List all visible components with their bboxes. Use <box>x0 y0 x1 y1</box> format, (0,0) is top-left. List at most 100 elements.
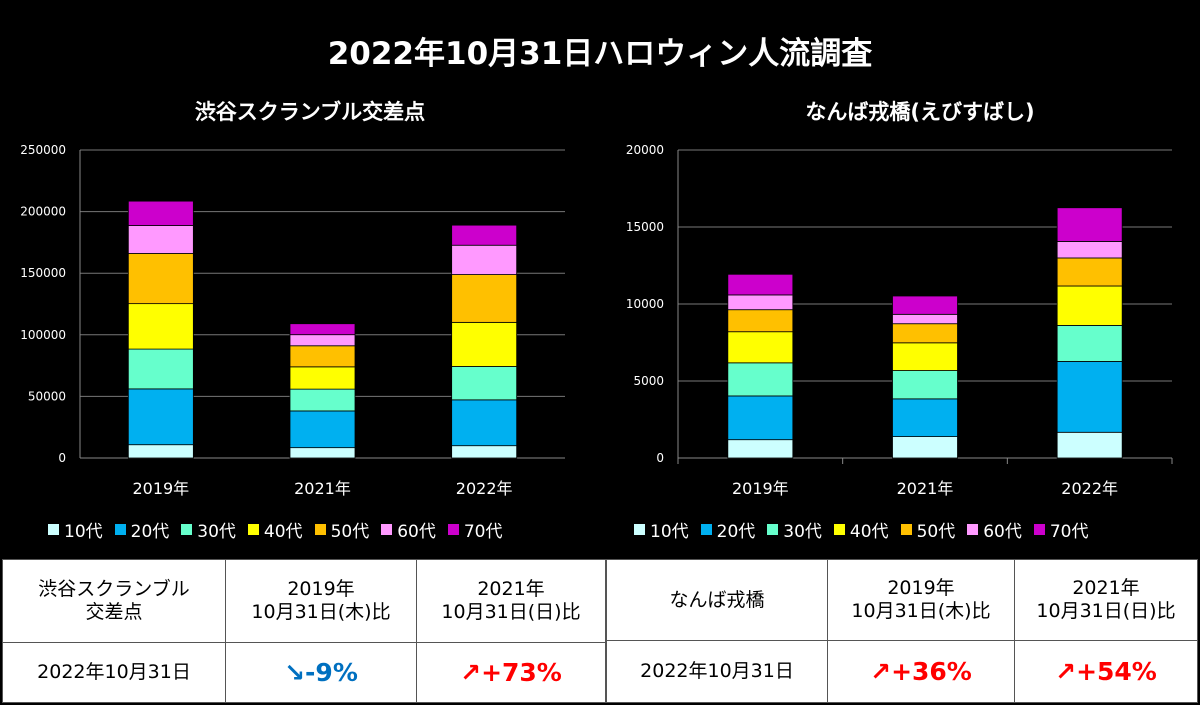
bar-segment-40代-2022年 <box>451 321 518 367</box>
page-title: 2022年10月31日ハロウィン人流調査 <box>327 36 873 72</box>
legend-namba: 10代 20代 30代 40代 50代 60代 70代 <box>634 517 1088 542</box>
legend-swatch <box>48 524 59 535</box>
legend-swatch <box>447 524 459 535</box>
legend-label: 30代 <box>783 522 822 542</box>
legend-item: 60代 <box>967 517 1022 542</box>
bar-segment-60代-2021年 <box>289 334 356 347</box>
legend-label: 60代 <box>397 522 436 542</box>
bar-segment-30代-2021年 <box>289 388 356 412</box>
bar-segment-70代-2021年 <box>289 323 356 336</box>
bar-segment-70代-2022年 <box>1056 207 1123 242</box>
bar-segment-40代-2019年 <box>727 331 794 364</box>
bar-segment-10代-2022年 <box>451 445 518 459</box>
bar-segment-50代-2021年 <box>892 323 958 344</box>
bar-segment-50代-2021年 <box>289 345 356 368</box>
legend-label: 40代 <box>263 522 303 542</box>
legend-item: 10代 <box>48 517 103 542</box>
x-tick-label: 2021年 <box>897 479 954 498</box>
bar-segment-20代-2019年 <box>127 388 194 446</box>
bar-segment-50代-2019年 <box>727 309 794 333</box>
place-line2: 交差点 <box>85 601 143 623</box>
bar-segment-30代-2019年 <box>127 348 194 390</box>
bar-segment-10代-2019年 <box>127 444 194 459</box>
legend-label: 70代 <box>463 522 503 542</box>
legend-label: 50代 <box>330 522 370 542</box>
legend-swatch <box>833 524 845 535</box>
table-row-label: 2022年10月31日 <box>2 642 226 703</box>
y-tick-label: 5000 <box>633 374 664 388</box>
bar-segment-10代-2021年 <box>892 436 958 459</box>
bar-segment-40代-2021年 <box>289 366 356 390</box>
chart-title-namba: なんば戎橋(えびすばし) <box>805 100 1035 124</box>
legend-item: 30代 <box>767 517 822 542</box>
y-tick-label: 50000 <box>28 389 66 403</box>
legend-item: 60代 <box>381 517 436 542</box>
bar-segment-60代-2022年 <box>1056 241 1123 259</box>
legend-item: 40代 <box>247 517 303 542</box>
table-header-2021: 2021年 10月31日(日)比 <box>1014 559 1198 641</box>
namba-comparison-table: なんば戎橋 2019年 10月31日(木)比 2021年 10月31日(日)比 20… <box>606 559 1198 703</box>
legend-label: 10代 <box>64 522 103 542</box>
bar-segment-60代-2021年 <box>892 313 958 325</box>
y-tick-label: 200000 <box>20 205 66 219</box>
legend-item: 40代 <box>833 517 889 542</box>
bar-segment-10代-2021年 <box>289 447 356 459</box>
legend-label: 30代 <box>197 522 236 542</box>
bar-segment-60代-2019年 <box>727 294 794 311</box>
legend-swatch <box>114 524 126 535</box>
bar-segment-40代-2019年 <box>127 303 194 350</box>
bar-segment-20代-2021年 <box>289 410 356 449</box>
bar-segment-50代-2022年 <box>451 274 518 323</box>
y-tick-label: 20000 <box>626 143 664 157</box>
header-year: 2021年 <box>1072 577 1140 599</box>
table-header-2019: 2019年 10月31日(木)比 <box>827 559 1015 641</box>
y-tick-label: 250000 <box>20 143 66 157</box>
legend-swatch <box>247 524 259 535</box>
legend-swatch <box>181 524 193 535</box>
legend-item: 50代 <box>900 517 956 542</box>
legend-label: 50代 <box>916 522 956 542</box>
bar-segment-40代-2022年 <box>1056 285 1123 326</box>
header-date: 10月31日(日)比 <box>1036 600 1176 622</box>
header-year: 2019年 <box>287 578 355 600</box>
change-vs-2019: ↗+36% <box>827 640 1015 703</box>
header-date: 10月31日(木)比 <box>251 601 391 623</box>
bar-segment-50代-2022年 <box>1056 257 1123 287</box>
table-header-2019: 2019年 10月31日(木)比 <box>225 559 417 643</box>
x-tick-label: 2019年 <box>732 479 789 498</box>
bar-segment-30代-2019年 <box>727 362 794 397</box>
bar-segment-40代-2021年 <box>892 342 958 371</box>
y-tick-label: 0 <box>656 451 664 465</box>
table-header-2021: 2021年 10月31日(日)比 <box>416 559 606 643</box>
y-tick-label: 10000 <box>626 297 664 311</box>
y-tick-label: 100000 <box>20 328 66 342</box>
table-row-label: 2022年10月31日 <box>606 640 828 703</box>
header-date: 10月31日(木)比 <box>851 600 991 622</box>
x-tick-label: 2021年 <box>294 479 351 498</box>
legend-item: 20代 <box>114 517 170 542</box>
table-cell-place: なんば戎橋 <box>606 559 828 641</box>
legend-item: 50代 <box>314 517 370 542</box>
bar-segment-20代-2022年 <box>451 399 518 447</box>
legend-item: 70代 <box>1033 517 1088 542</box>
legend-label: 10代 <box>650 522 689 542</box>
legend-swatch <box>634 524 645 535</box>
legend-swatch <box>381 524 393 535</box>
chart-title-shibuya: 渋谷スクランブル交差点 <box>194 100 426 124</box>
legend-item: 70代 <box>447 517 503 542</box>
legend-label: 20代 <box>130 522 170 542</box>
bar-segment-30代-2021年 <box>892 370 958 400</box>
place-line1: 渋谷スクランブル <box>38 578 190 600</box>
bar-segment-20代-2022年 <box>1056 361 1123 433</box>
bar-segment-70代-2021年 <box>892 295 958 315</box>
x-tick-label: 2022年 <box>456 479 513 498</box>
legend-item: 10代 <box>634 517 689 542</box>
y-tick-label: 15000 <box>626 220 664 234</box>
bar-segment-70代-2019年 <box>127 200 194 226</box>
bar-segment-10代-2022年 <box>1056 431 1123 459</box>
legend-swatch <box>314 524 326 535</box>
legend-swatch <box>700 524 712 535</box>
legend-swatch <box>1033 524 1045 535</box>
change-vs-2021: ↗+54% <box>1014 640 1198 703</box>
